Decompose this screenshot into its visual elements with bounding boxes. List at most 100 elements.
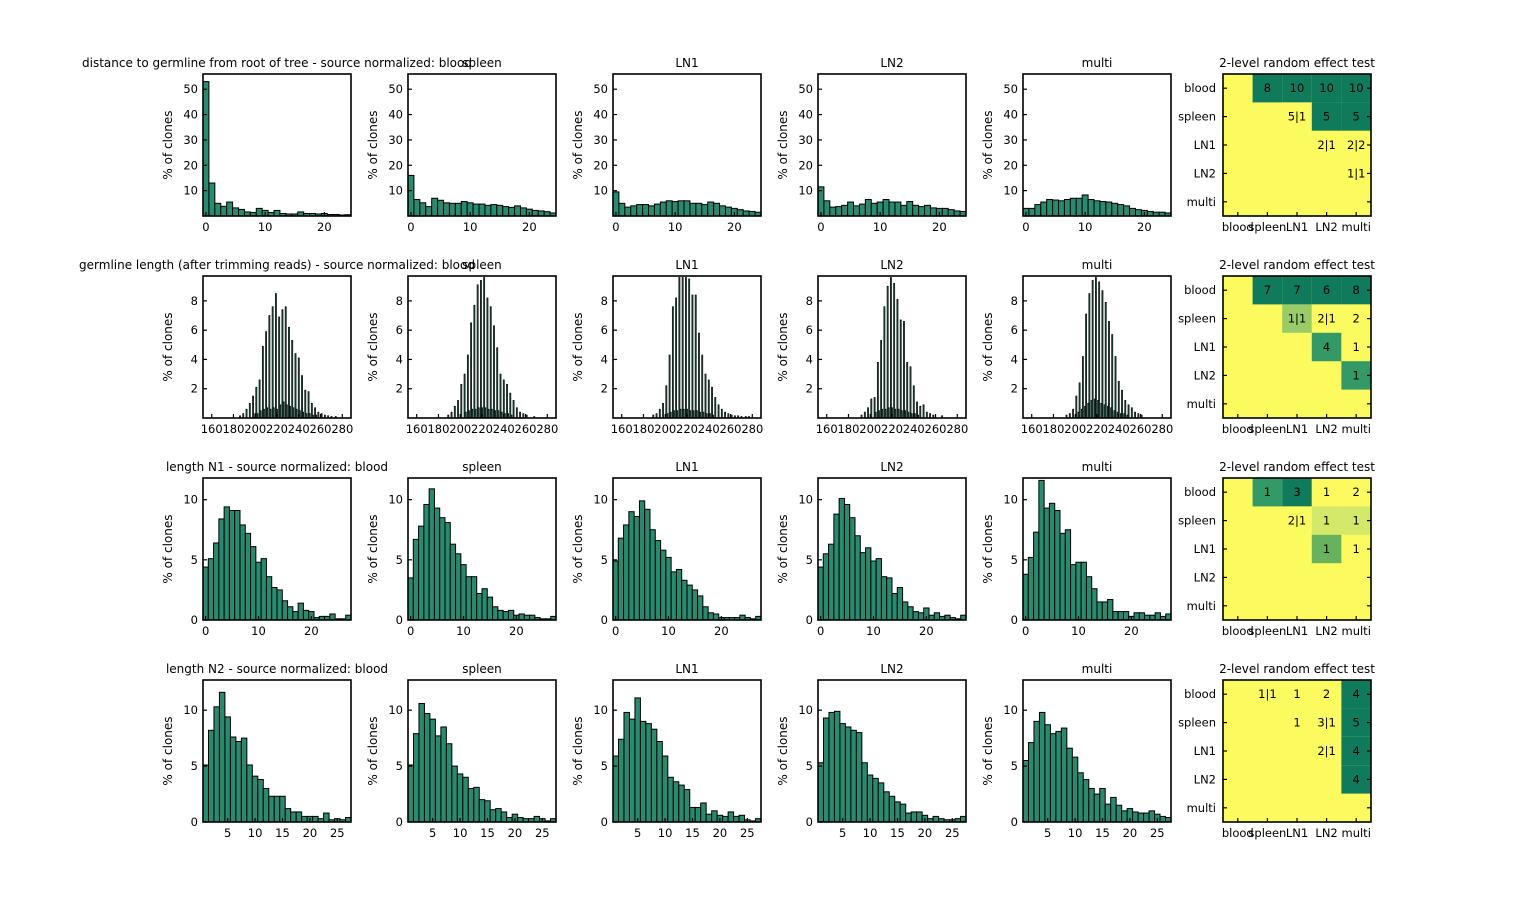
histogram-bar <box>855 732 863 823</box>
histogram-bar <box>902 601 909 621</box>
histogram-bar <box>670 571 677 621</box>
histogram-bar <box>464 411 467 419</box>
histogram-bar <box>1106 405 1109 419</box>
histogram-bar <box>644 508 651 621</box>
histogram-bar <box>1148 810 1156 823</box>
x-tick-label: 20 <box>1137 220 1152 234</box>
heatmap-cell <box>1341 534 1371 564</box>
y-tick-label: 0 <box>806 613 813 627</box>
histogram-bar <box>882 199 890 217</box>
histogram-bar <box>471 408 474 419</box>
x-tick-label: 15 <box>275 826 290 840</box>
subplot-title: length N2 - source normalized: blood <box>166 662 388 676</box>
histogram-bar <box>694 806 702 823</box>
histogram-bar <box>823 200 831 217</box>
x-tick-label: 200 <box>859 422 881 436</box>
histogram-bar <box>440 726 447 823</box>
histogram-bar <box>669 411 672 419</box>
x-tick-label: 180 <box>222 422 244 436</box>
subplot-title: multi <box>1082 56 1113 70</box>
histogram-germline-length-LN2: 2 4 6 8 160 180 200 220 240 260 280 LN2 % of clones <box>776 258 968 436</box>
x-tick-label: 25 <box>330 826 345 840</box>
histogram-bar <box>220 205 228 217</box>
histogram-bar <box>273 795 281 823</box>
x-tick-label: 240 <box>288 422 310 436</box>
histogram-bar <box>699 411 701 419</box>
histogram-germline-length-LN1: 2 4 6 8 160 180 200 220 240 260 280 LN1 % of clones <box>571 258 763 436</box>
histogram-bar <box>870 560 877 621</box>
heatmap-row-label: blood <box>1184 485 1216 499</box>
histogram-bar <box>468 410 470 419</box>
subplot-title: LN2 <box>880 662 903 676</box>
x-tick-label: 20 <box>918 826 933 840</box>
histogram-length-N1-blood: 0 5 10 0 10 20 length N1 - source normalized: … <box>161 460 388 638</box>
histogram-bar <box>894 408 897 419</box>
histogram-bar <box>490 408 493 419</box>
histogram-bar <box>1110 796 1117 823</box>
heatmap-cell <box>1311 130 1342 160</box>
heatmap-cell <box>1311 102 1342 131</box>
x-tick-label: 20 <box>508 826 523 840</box>
histogram-bar <box>1143 812 1150 823</box>
axes-box <box>407 477 557 621</box>
histogram-length-N1-LN2: 0 5 10 0 10 20 LN2 % of clones <box>776 460 967 638</box>
histogram-bar <box>822 717 830 823</box>
x-tick-label: 20 <box>304 624 319 638</box>
y-tick-label: 40 <box>388 108 403 122</box>
x-tick-label: 220 <box>1086 422 1108 436</box>
y-tick-label: 2 <box>601 382 608 396</box>
x-tick-label: 10 <box>863 826 878 840</box>
histogram-bar <box>711 386 713 419</box>
heatmap-cell-value: 2 <box>1353 485 1360 499</box>
histogram-bar <box>455 553 462 621</box>
histogram-bar <box>724 206 732 217</box>
histogram-bar <box>628 511 635 621</box>
histogram-bar <box>692 410 695 419</box>
histogram-bar <box>1123 205 1131 217</box>
subplot-title: germline length (after trimming reads) -… <box>79 258 475 272</box>
histogram-bar <box>323 812 330 823</box>
histogram-bar <box>673 410 675 419</box>
histogram-bar <box>268 315 271 419</box>
y-tick-label: 6 <box>806 323 813 337</box>
histogram-bar <box>1071 756 1079 823</box>
histogram-length-N2-multi: 0 5 10 5 10 15 20 25 multi % of clones <box>981 662 1172 840</box>
histogram-length-N1-spleen: 0 5 10 0 10 20 spleen % of clones <box>366 460 557 638</box>
histogram-bar <box>433 507 441 621</box>
histogram-bar <box>486 596 494 621</box>
histogram-bar <box>466 354 469 419</box>
histogram-bar <box>681 277 684 419</box>
x-tick-label: 160 <box>406 422 428 436</box>
y-tick-label: 5 <box>396 553 403 567</box>
histogram-bar <box>712 613 720 621</box>
histogram-bar <box>623 524 630 621</box>
histogram-bar <box>493 325 495 419</box>
histogram-bar <box>486 297 489 419</box>
histogram-bar <box>1066 747 1073 823</box>
histogram-bar <box>329 613 336 621</box>
histogram-bar <box>645 723 652 823</box>
histogram-bar <box>1075 561 1082 621</box>
heatmap-cell <box>1282 102 1312 131</box>
y-tick-label: 4 <box>191 352 198 366</box>
heatmap-cell-value: 1 <box>1293 716 1300 730</box>
y-tick-label: 6 <box>191 323 198 337</box>
histogram-bar <box>702 606 709 621</box>
histogram-distance-to-germline-LN1: 10 20 30 40 50 0 10 20 LN1 % of clones <box>571 56 762 234</box>
histogram-bar <box>1117 611 1124 621</box>
histogram-bar <box>502 611 509 621</box>
histogram-bar <box>509 392 512 419</box>
y-tick-label: 8 <box>396 294 403 308</box>
histogram-length-N1-LN1: 0 5 10 0 10 20 LN1 % of clones <box>571 460 762 638</box>
histogram-bar <box>259 410 262 419</box>
histogram-bar <box>533 815 541 823</box>
histogram-bar <box>512 400 515 419</box>
heatmap-cell-value: 8 <box>1353 283 1360 297</box>
x-tick-label: 220 <box>881 422 903 436</box>
histogram-bar <box>282 401 285 419</box>
heatmap-cell-value: 1|1 <box>1258 687 1277 701</box>
x-tick-label: 10 <box>251 624 266 638</box>
histogram-bar <box>465 576 472 621</box>
heatmap-col-label: multi <box>1342 624 1371 638</box>
